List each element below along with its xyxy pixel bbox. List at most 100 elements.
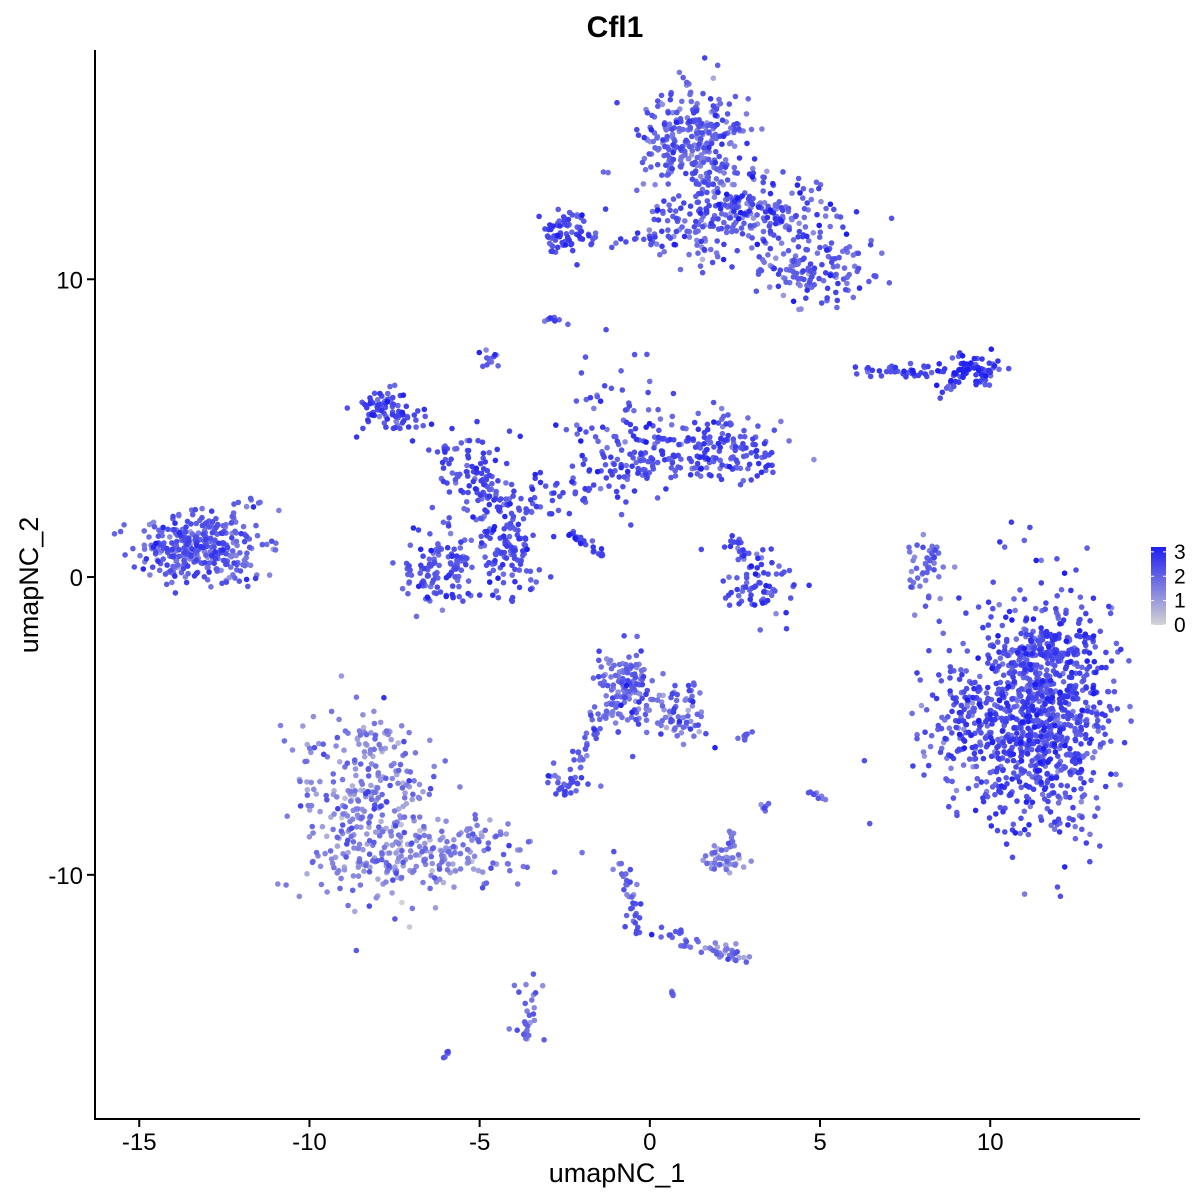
cell-point xyxy=(827,223,833,230)
cell-point xyxy=(662,143,668,150)
cell-point xyxy=(953,699,959,705)
cell-point xyxy=(743,959,750,965)
cell-point xyxy=(583,429,589,435)
cell-point xyxy=(754,241,761,248)
cell-point xyxy=(685,435,691,441)
cell-point xyxy=(614,438,621,445)
cell-point xyxy=(401,738,407,745)
cell-point xyxy=(244,550,250,556)
cell-point xyxy=(137,552,143,559)
cell-point xyxy=(237,568,244,574)
cell-point xyxy=(800,185,807,192)
cell-point xyxy=(598,546,605,552)
cell-point xyxy=(569,463,576,470)
cell-point xyxy=(672,682,678,689)
cell-point xyxy=(342,795,348,802)
cell-point xyxy=(349,783,356,789)
cell-point xyxy=(1001,544,1008,550)
cell-point xyxy=(760,179,766,186)
cell-point xyxy=(174,538,180,545)
cell-point xyxy=(439,607,446,613)
cell-point xyxy=(631,351,638,358)
cell-point xyxy=(482,459,489,465)
cell-point xyxy=(704,426,711,433)
cell-point xyxy=(733,228,740,234)
cell-point xyxy=(671,726,678,732)
cell-point xyxy=(238,530,244,537)
cell-point xyxy=(643,717,650,723)
cell-point xyxy=(436,866,443,872)
cell-point xyxy=(922,603,929,609)
cell-point xyxy=(532,471,538,478)
cell-point xyxy=(642,711,649,718)
cell-point xyxy=(273,540,279,546)
cell-point xyxy=(434,449,441,455)
cell-point xyxy=(229,535,235,541)
cell-point xyxy=(1029,758,1035,764)
cell-point xyxy=(813,179,820,185)
cell-point xyxy=(1011,678,1018,685)
cell-point xyxy=(643,702,650,709)
cell-point xyxy=(594,393,601,400)
cell-point xyxy=(465,855,471,862)
cell-point xyxy=(405,590,411,597)
cell-point xyxy=(658,92,665,99)
cell-point xyxy=(790,298,797,305)
cell-point xyxy=(734,247,740,254)
cell-point xyxy=(198,543,204,550)
cell-point xyxy=(801,205,808,212)
cell-point xyxy=(550,533,557,540)
cell-point xyxy=(722,157,729,163)
cell-point xyxy=(632,674,639,680)
cell-point xyxy=(624,717,631,723)
cell-point xyxy=(1057,689,1063,695)
cell-point xyxy=(547,315,554,321)
cell-point xyxy=(710,75,717,81)
cell-point xyxy=(887,368,894,375)
cell-point xyxy=(170,563,176,570)
cell-point xyxy=(736,601,742,607)
cell-point xyxy=(200,531,206,537)
cell-point xyxy=(978,779,985,785)
cell-point xyxy=(718,179,725,185)
cell-point xyxy=(920,749,927,755)
cell-point xyxy=(960,762,967,768)
cell-point xyxy=(618,447,625,453)
cell-point xyxy=(779,571,785,577)
cell-point xyxy=(618,368,624,374)
cell-point xyxy=(449,470,456,476)
cell-point xyxy=(853,371,860,377)
cell-point xyxy=(1034,768,1041,774)
cell-point xyxy=(201,574,208,580)
cell-point xyxy=(1082,699,1089,706)
cell-point xyxy=(1031,724,1038,730)
cell-point xyxy=(406,729,412,736)
cell-point xyxy=(1075,751,1081,757)
cell-point xyxy=(719,430,726,437)
cell-point xyxy=(572,490,578,497)
cell-point xyxy=(514,1027,520,1033)
cell-point xyxy=(1021,596,1028,602)
cell-point xyxy=(747,223,754,229)
cell-point xyxy=(317,778,323,785)
cell-point xyxy=(180,565,187,572)
cell-point xyxy=(960,369,967,376)
cell-point xyxy=(637,901,644,907)
cell-point xyxy=(334,794,340,800)
cell-point xyxy=(692,444,699,451)
cell-point xyxy=(1018,753,1024,760)
cell-point xyxy=(627,879,633,885)
cell-point xyxy=(700,224,706,230)
cell-point xyxy=(336,759,343,765)
cell-point xyxy=(420,879,426,886)
cell-point xyxy=(698,466,704,472)
cell-point xyxy=(1065,651,1071,657)
cell-point xyxy=(986,815,993,821)
cell-point xyxy=(232,575,238,581)
cell-point xyxy=(578,764,584,771)
cell-point xyxy=(482,554,488,560)
cell-point xyxy=(652,234,658,240)
cell-point xyxy=(1117,782,1123,788)
cell-point xyxy=(903,374,909,380)
cell-point xyxy=(416,814,423,820)
